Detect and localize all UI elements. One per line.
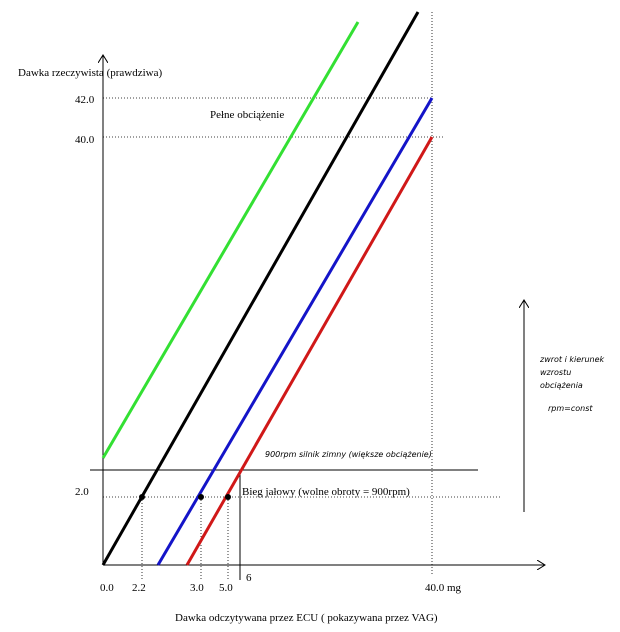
x-label: 5.0 xyxy=(219,582,233,594)
axes xyxy=(103,55,545,565)
x-label: 3.0 xyxy=(190,582,204,594)
curves xyxy=(101,11,434,566)
side-note: obciążenia xyxy=(540,381,583,390)
y-label: 40.0 xyxy=(75,134,95,146)
points xyxy=(139,494,231,500)
y-label: 2.0 xyxy=(75,486,89,498)
x-label: 6 xyxy=(246,572,252,584)
guides xyxy=(90,12,500,580)
annotation: Pełne obciążenie xyxy=(210,109,284,121)
y-title: Dawka rzeczywista (prawdziwa) xyxy=(18,67,162,79)
side-note: rpm=const xyxy=(548,404,593,413)
x-label: 0.0 xyxy=(100,582,114,594)
x-title: Dawka odczytywana przez ECU ( pokazywana… xyxy=(175,612,438,624)
x-label: 2.2 xyxy=(132,582,146,594)
side-note: zwrot i kierunek xyxy=(539,355,605,364)
annotation: Bieg jałowy (wolne obroty = 900rpm) xyxy=(242,486,410,498)
side-note: wzrostu xyxy=(540,368,571,377)
x-label: 40.0 mg xyxy=(425,582,462,594)
annotation: 900rpm silnik zimny (większe obciążenie) xyxy=(265,450,432,459)
y-label: 42.0 xyxy=(75,94,95,106)
